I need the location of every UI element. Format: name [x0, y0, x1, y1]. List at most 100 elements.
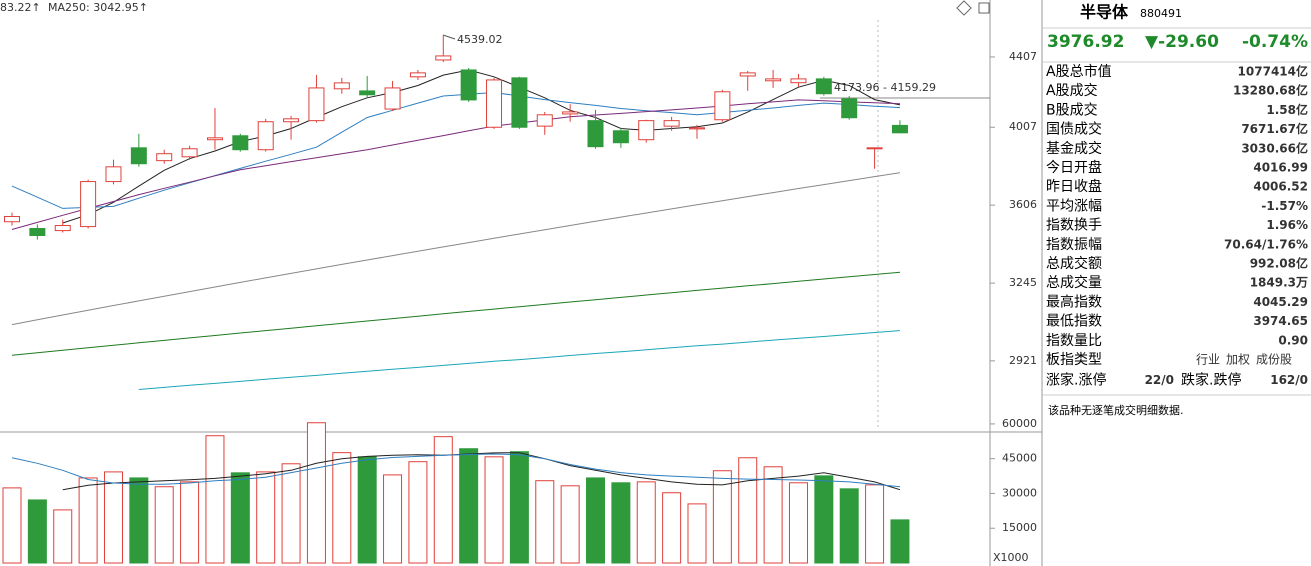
indicator-legend: 83.22↑: [0, 1, 41, 14]
candle-body: [333, 82, 350, 90]
candle-body: [257, 121, 274, 151]
stat-label: 基金成交: [1046, 140, 1102, 157]
tool-icon[interactable]: [956, 0, 972, 16]
stat-label: 最低指数: [1046, 314, 1102, 330]
security-name: 半导体: [1080, 3, 1129, 22]
last-price: 3976.92: [1047, 32, 1124, 52]
stat-value: 4006.52: [1253, 180, 1308, 194]
volume-bar: [662, 492, 682, 564]
volume-unit: X1000: [993, 551, 1029, 564]
volume-bar: [433, 436, 453, 564]
stat-label: 平均涨幅: [1046, 198, 1102, 214]
candle-body: [181, 148, 198, 158]
stat-value: 0.90: [1278, 333, 1308, 347]
volume-bar: [763, 466, 783, 564]
stat-value: 70.64/1.76%: [1224, 237, 1308, 251]
volume-bar: [560, 485, 580, 564]
candle-body: [29, 227, 46, 236]
stat-label: 指数换手: [1046, 217, 1102, 234]
candle-body: [790, 78, 807, 84]
candle-body: [80, 181, 97, 228]
candle-body: [714, 91, 731, 121]
peak-annotation: 4539.02: [457, 33, 503, 46]
volume-bar: [865, 484, 885, 564]
note: 该品种无逐笔成交明细数据.: [1048, 403, 1184, 417]
candle-body: [486, 79, 503, 128]
candle-body: [232, 135, 249, 151]
candle-body: [4, 216, 20, 223]
volume-bar: [27, 499, 47, 564]
stat-label: 国债成交: [1046, 121, 1102, 138]
stat-value: 4016.99: [1253, 161, 1308, 175]
moving-average-line: [11, 172, 901, 326]
volume-bar: [256, 471, 276, 564]
tool-icon[interactable]: [978, 2, 990, 14]
candle-body: [105, 166, 122, 183]
candle-body: [54, 225, 71, 232]
stat-label: 总成交额: [1046, 255, 1102, 272]
volume-bar: [357, 456, 377, 564]
candle-body: [409, 72, 426, 78]
volume-bar: [2, 487, 22, 564]
y-tick-label: 3245: [1009, 276, 1037, 289]
volume-bar: [509, 451, 529, 564]
volume-bar: [230, 472, 250, 564]
candle-body: [460, 69, 477, 101]
moving-average-line: [11, 453, 901, 488]
y-tick-label: 4007: [1009, 120, 1037, 133]
candle-body: [156, 153, 173, 162]
stat-value: 22/0: [1145, 373, 1174, 387]
stat-value: 3030.66亿: [1241, 140, 1308, 155]
candle-body: [663, 120, 680, 127]
candle-body: [638, 120, 655, 141]
candle-body: [739, 72, 756, 77]
board-type-link[interactable]: 加权: [1226, 353, 1250, 367]
stat-value: 4045.29: [1253, 295, 1308, 309]
volume-bar: [738, 457, 758, 564]
volume-bar: [306, 422, 326, 564]
board-type-link[interactable]: 行业: [1196, 353, 1220, 367]
candle-body: [206, 137, 223, 141]
candle-body: [841, 98, 858, 119]
volume-bar: [78, 477, 98, 564]
candle-body: [308, 87, 325, 122]
board-type-link[interactable]: 成份股: [1256, 353, 1292, 367]
stat-label: 总成交量: [1046, 274, 1102, 291]
stat-value: 1849.3万: [1250, 276, 1308, 290]
moving-average-line: [11, 99, 901, 230]
stat-label: 昨日收盘: [1046, 178, 1102, 195]
stat-value: 992.08亿: [1250, 256, 1308, 271]
stat-label: 跌家.跌停: [1181, 372, 1241, 389]
stat-value: 7671.67亿: [1241, 121, 1308, 136]
indicator-legend: MA250: 3042.95↑: [48, 1, 148, 14]
stat-label: 今日开盘: [1046, 159, 1102, 176]
volume-bar: [332, 452, 352, 564]
stat-label: 最高指数: [1046, 293, 1102, 310]
candle-body: [688, 127, 705, 130]
y-tick-label: 60000: [1002, 417, 1037, 430]
volume-bar: [839, 488, 859, 564]
candle-body: [866, 147, 883, 150]
stat-label: 指数量比: [1046, 333, 1102, 349]
range-annotation: 4173.96 - 4159.29: [834, 81, 936, 94]
y-tick-label: 30000: [1002, 486, 1037, 499]
stat-value: -1.57%: [1261, 199, 1308, 213]
stat-value: 1.96%: [1266, 218, 1308, 232]
volume-bar: [687, 503, 707, 564]
candle-body: [765, 78, 782, 82]
volume-bar: [129, 477, 149, 564]
stat-label: 涨家.涨停: [1046, 372, 1106, 389]
volume-bar: [611, 482, 631, 564]
volume-bar: [712, 470, 732, 564]
volume-bar: [180, 481, 200, 564]
volume-bar: [205, 435, 225, 564]
volume-bar: [636, 481, 656, 564]
candle-body: [562, 111, 579, 115]
candle-body: [283, 118, 300, 123]
moving-average-line: [138, 330, 901, 390]
y-tick-label: 45000: [1002, 452, 1037, 465]
candle-body: [511, 77, 528, 128]
security-code: 880491: [1140, 7, 1182, 20]
